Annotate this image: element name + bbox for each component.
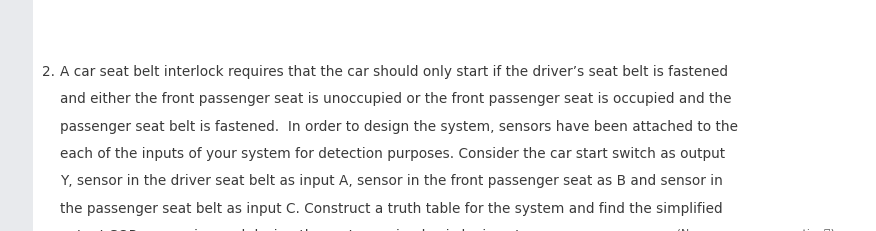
Text: each of the inputs of your system for detection purposes. Consider the car start: each of the inputs of your system for de… bbox=[60, 146, 724, 160]
Text: output SOP expression and design the system using basic logic gate.: output SOP expression and design the sys… bbox=[60, 228, 533, 231]
Text: A car seat belt interlock requires that the car should only start if the driver’: A car seat belt interlock requires that … bbox=[60, 65, 728, 79]
FancyBboxPatch shape bbox=[33, 0, 876, 231]
Text: passenger seat belt is fastened.  In order to design the system, sensors have be: passenger seat belt is fastened. In orde… bbox=[60, 119, 738, 133]
Text: the passenger seat belt as input C. Construct a truth table for the system and f: the passenger seat belt as input C. Cons… bbox=[60, 201, 722, 215]
Text: 2.: 2. bbox=[42, 65, 55, 79]
Text: (Non-anonymous questionⓘ): (Non-anonymous questionⓘ) bbox=[673, 228, 835, 231]
Text: and either the front passenger seat is unoccupied or the front passenger seat is: and either the front passenger seat is u… bbox=[60, 92, 731, 106]
Text: Y, sensor in the driver seat belt as input A, sensor in the front passenger seat: Y, sensor in the driver seat belt as inp… bbox=[60, 174, 723, 188]
